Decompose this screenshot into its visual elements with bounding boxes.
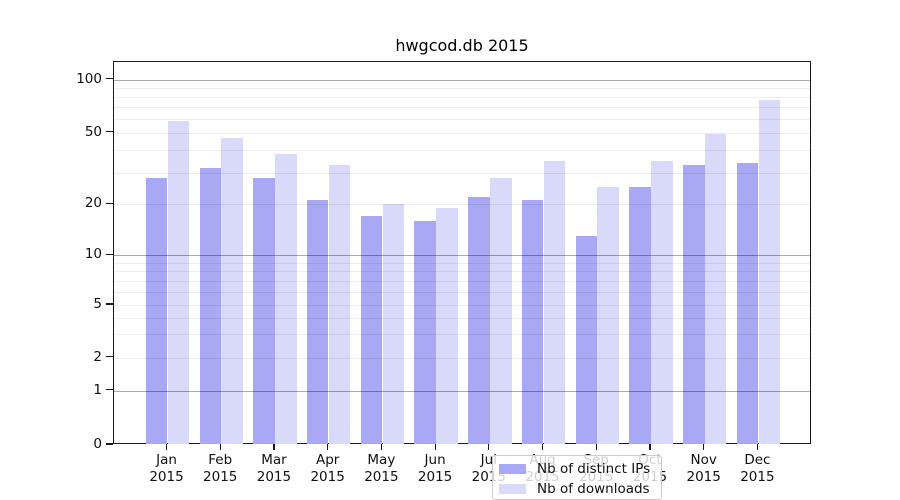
xtick-label-feb: Feb 2015 bbox=[203, 452, 238, 485]
bar-downloads-sep bbox=[597, 186, 619, 444]
ytick-label-20: 20 bbox=[84, 195, 102, 212]
ytick-mark-2 bbox=[106, 355, 113, 358]
ytick-mark-5 bbox=[106, 303, 113, 305]
bar-downloads-jan bbox=[167, 121, 190, 444]
xtick-mark-nov bbox=[703, 444, 705, 450]
gridline-minor-20 bbox=[114, 204, 810, 206]
gridline-minor-90 bbox=[114, 87, 810, 89]
gridline-minor-9 bbox=[114, 262, 810, 264]
bar-downloads-apr bbox=[328, 165, 351, 444]
gridline-minor-70 bbox=[114, 106, 810, 108]
xtick-mark-jan bbox=[165, 444, 168, 450]
bar-downloads-aug bbox=[543, 160, 566, 444]
ytick-label-1: 1 bbox=[93, 381, 102, 398]
gridline-minor-3 bbox=[114, 334, 810, 336]
gridline-minor-7 bbox=[114, 280, 810, 282]
bar-downloads-feb bbox=[221, 137, 243, 444]
xtick-mark-may bbox=[380, 444, 382, 450]
bar-distinct-ips-jun bbox=[414, 220, 436, 444]
legend-swatch-downloads bbox=[499, 484, 526, 494]
xtick-mark-dec bbox=[756, 444, 758, 450]
bar-distinct-ips-oct bbox=[629, 186, 651, 444]
ytick-mark-100 bbox=[106, 77, 113, 80]
legend-label-downloads: Nb of downloads bbox=[537, 481, 650, 497]
bars-layer bbox=[114, 62, 810, 444]
xtick-mark-sep bbox=[595, 444, 597, 450]
bar-distinct-ips-sep bbox=[575, 235, 598, 444]
legend-row-distinct-ips: Nb of distinct IPs bbox=[493, 461, 661, 477]
ytick-mark-50 bbox=[106, 131, 113, 133]
gridline-minor-40 bbox=[114, 150, 810, 152]
bar-distinct-ips-may bbox=[360, 216, 383, 444]
bar-downloads-jul bbox=[490, 178, 512, 444]
xtick-label-dec: Dec 2015 bbox=[740, 452, 775, 485]
legend: Nb of distinct IPs Nb of downloads bbox=[492, 455, 662, 500]
xtick-label-may: May 2015 bbox=[364, 452, 399, 485]
bar-downloads-mar bbox=[275, 154, 297, 444]
ytick-label-2: 2 bbox=[93, 348, 102, 365]
bar-downloads-nov bbox=[704, 134, 727, 444]
ytick-mark-0 bbox=[106, 443, 113, 445]
xtick-mark-mar bbox=[273, 444, 275, 450]
ytick-label-50: 50 bbox=[84, 123, 102, 140]
gridline-minor-80 bbox=[114, 96, 810, 98]
grid-layer bbox=[114, 62, 810, 443]
xtick-label-nov: Nov 2015 bbox=[686, 452, 721, 485]
gridline-minor-6 bbox=[114, 291, 810, 293]
bar-distinct-ips-jan bbox=[145, 178, 168, 444]
gridline-major-10 bbox=[114, 255, 810, 257]
ytick-mark-1 bbox=[106, 388, 113, 391]
xtick-label-apr: Apr 2015 bbox=[310, 452, 345, 485]
xtick-mark-jun bbox=[434, 444, 436, 450]
ytick-label-0: 0 bbox=[93, 436, 102, 452]
ytick-mark-20 bbox=[106, 202, 113, 204]
legend-swatch-distinct-ips bbox=[499, 464, 526, 474]
legend-row-downloads: Nb of downloads bbox=[493, 481, 661, 497]
gridline-minor-50 bbox=[114, 132, 810, 134]
xtick-mark-apr bbox=[327, 444, 329, 450]
gridline-minor-60 bbox=[114, 118, 810, 120]
bar-downloads-oct bbox=[651, 160, 673, 444]
bar-distinct-ips-mar bbox=[253, 178, 275, 444]
xtick-mark-feb bbox=[219, 444, 221, 450]
bar-distinct-ips-feb bbox=[199, 167, 222, 444]
bar-downloads-jun bbox=[436, 208, 458, 444]
gridline-minor-5 bbox=[114, 305, 810, 306]
gridline-minor-4 bbox=[114, 317, 810, 319]
xtick-label-mar: Mar 2015 bbox=[256, 452, 292, 485]
ytick-label-100: 100 bbox=[76, 70, 102, 87]
xtick-mark-oct bbox=[649, 444, 651, 450]
bar-distinct-ips-jul bbox=[468, 196, 490, 444]
xtick-mark-aug bbox=[541, 444, 544, 450]
gridline-major-1 bbox=[114, 390, 810, 392]
bar-downloads-dec bbox=[758, 99, 781, 444]
xtick-label-jun: Jun 2015 bbox=[417, 452, 453, 485]
xtick-label-jan: Jan 2015 bbox=[149, 452, 184, 485]
bar-distinct-ips-apr bbox=[306, 200, 329, 444]
ytick-label-10: 10 bbox=[84, 246, 102, 263]
ytick-label-5: 5 bbox=[93, 296, 102, 312]
plot-area: Nb of distinct IPs Nb of downloads bbox=[113, 61, 811, 500]
ytick-mark-10 bbox=[106, 253, 113, 255]
gridline-minor-8 bbox=[114, 271, 810, 273]
bar-downloads-may bbox=[382, 204, 405, 444]
gridline-minor-30 bbox=[114, 172, 810, 174]
bar-distinct-ips-aug bbox=[521, 200, 544, 444]
gridline-major-100 bbox=[114, 79, 810, 81]
legend-label-distinct-ips: Nb of distinct IPs bbox=[537, 461, 651, 477]
gridline-minor-2 bbox=[114, 357, 810, 359]
chart-title: hwgcod.db 2015 bbox=[395, 36, 529, 55]
xtick-mark-jul bbox=[488, 444, 490, 450]
bar-distinct-ips-dec bbox=[736, 162, 759, 444]
bar-distinct-ips-nov bbox=[683, 165, 705, 444]
